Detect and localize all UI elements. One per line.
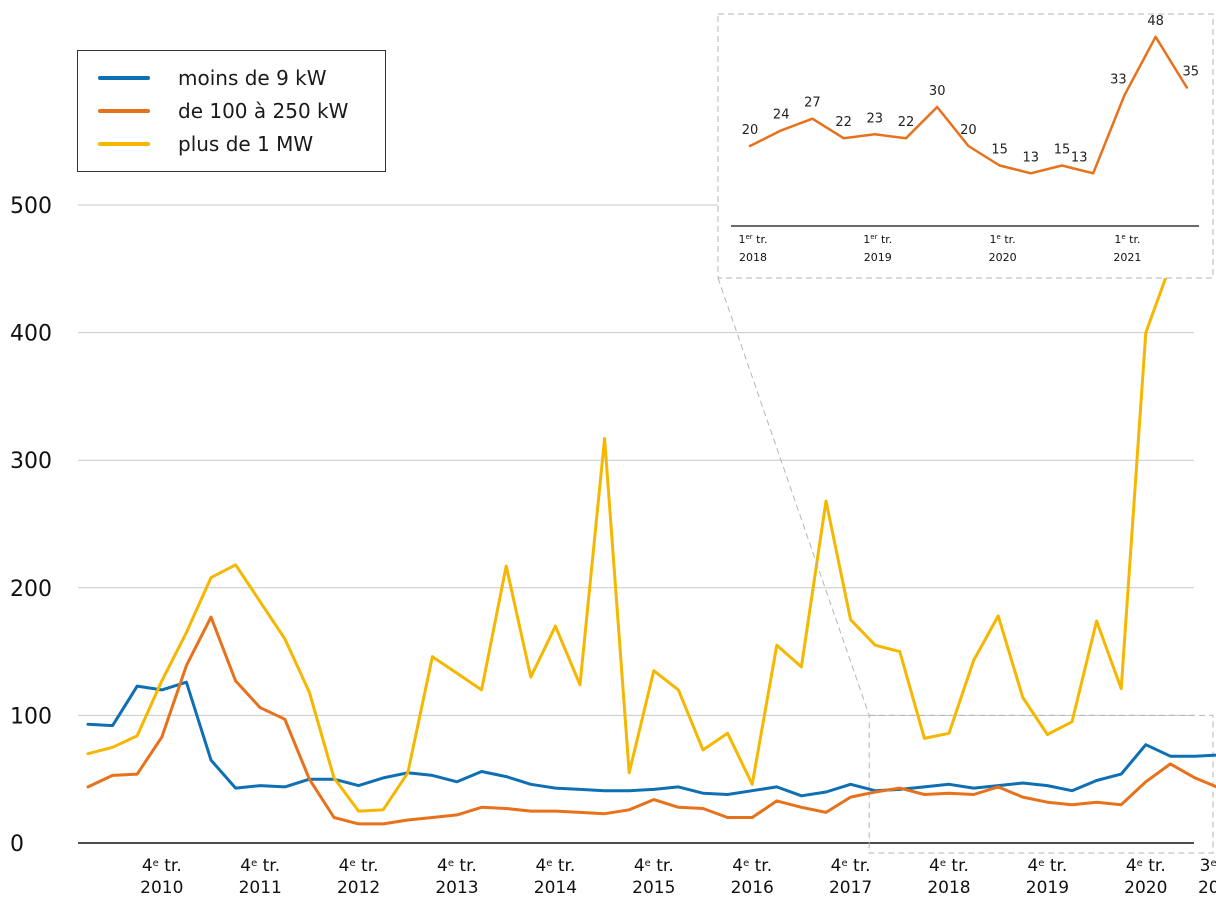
x-tick-label-year: 2011 bbox=[239, 878, 282, 898]
inset-data-label: 13 bbox=[1071, 150, 1088, 165]
x-tick-label: 4e tr. bbox=[240, 856, 280, 876]
inset-data-label: 15 bbox=[1054, 143, 1071, 158]
x-tick-label-year: 2017 bbox=[829, 878, 872, 898]
x-tick-label-year: 2010 bbox=[140, 878, 183, 898]
inset-data-label: 20 bbox=[742, 123, 759, 138]
x-tick-label: 4e tr. bbox=[142, 856, 182, 876]
x-tick-label: 4e tr. bbox=[732, 856, 772, 876]
series-line-0 bbox=[86, 680, 1216, 798]
inset-frame bbox=[717, 13, 1214, 279]
zoom-connector bbox=[717, 277, 870, 716]
inset-data-label: 15 bbox=[991, 143, 1008, 158]
series-line-2 bbox=[86, 263, 1172, 813]
x-tick-label: 4e tr. bbox=[437, 856, 477, 876]
y-tick-label: 500 bbox=[10, 194, 52, 219]
legend-item-large: plus de 1 MW bbox=[98, 129, 313, 159]
x-tick-label: 4e tr. bbox=[929, 856, 969, 876]
y-tick-label: 100 bbox=[10, 704, 52, 729]
x-tick-label-year: 2016 bbox=[731, 878, 774, 898]
inset-x-tick-label-year: 2019 bbox=[864, 251, 892, 264]
x-tick-label-year: 2021 bbox=[1198, 878, 1216, 898]
legend-item-small: moins de 9 kW bbox=[98, 63, 327, 93]
x-tick-label-year: 2020 bbox=[1124, 878, 1167, 898]
inset-data-label: 24 bbox=[773, 107, 790, 122]
x-tick-label: 4e tr. bbox=[535, 856, 575, 876]
inset-x-tick-label-year: 2018 bbox=[739, 251, 767, 264]
x-tick-label-year: 2012 bbox=[337, 878, 380, 898]
x-tick-label: 3e tr. bbox=[1200, 856, 1216, 876]
x-tick-label-year: 2019 bbox=[1026, 878, 1069, 898]
inset-data-label: 22 bbox=[835, 115, 852, 130]
legend-label: moins de 9 kW bbox=[178, 66, 327, 90]
legend: moins de 9 kW de 100 à 250 kW plus de 1 … bbox=[77, 50, 386, 172]
x-tick-label-year: 2013 bbox=[435, 878, 478, 898]
y-tick-label: 200 bbox=[10, 577, 52, 602]
legend-swatch-blue bbox=[98, 76, 150, 80]
x-tick-label: 4e tr. bbox=[634, 856, 674, 876]
x-tick-label: 4e tr. bbox=[339, 856, 379, 876]
inset-series-line bbox=[748, 35, 1189, 175]
x-tick-label-year: 2018 bbox=[927, 878, 970, 898]
series-line-1 bbox=[86, 615, 1216, 826]
inset-x-tick-label: 1er tr. bbox=[738, 233, 767, 246]
inset-x-tick-label-year: 2021 bbox=[1113, 251, 1141, 264]
y-tick-label: 400 bbox=[10, 322, 52, 347]
inset-data-label: 13 bbox=[1023, 150, 1040, 165]
x-tick-label-year: 2014 bbox=[534, 878, 577, 898]
inset-data-label: 20 bbox=[960, 123, 977, 138]
inset-x-tick-label: 1e tr. bbox=[1114, 233, 1140, 246]
legend-swatch-yellow bbox=[98, 142, 150, 146]
inset-data-label: 30 bbox=[929, 84, 946, 99]
inset-x-tick-label: 1e tr. bbox=[990, 233, 1016, 246]
y-tick-label: 0 bbox=[10, 832, 24, 857]
legend-item-medium: de 100 à 250 kW bbox=[98, 96, 348, 126]
inset-data-label: 33 bbox=[1110, 72, 1127, 87]
inset-x-tick-label: 1er tr. bbox=[863, 233, 892, 246]
legend-swatch-orange bbox=[98, 109, 150, 113]
y-tick-label: 300 bbox=[10, 449, 52, 474]
inset-x-tick-label-year: 2020 bbox=[989, 251, 1017, 264]
legend-label: plus de 1 MW bbox=[178, 132, 314, 156]
inset-data-label: 48 bbox=[1147, 14, 1164, 29]
inset-data-label: 22 bbox=[898, 115, 915, 130]
x-tick-label: 4e tr. bbox=[1027, 856, 1067, 876]
inset-data-label: 35 bbox=[1183, 65, 1200, 80]
x-tick-label: 4e tr. bbox=[1126, 856, 1166, 876]
x-tick-label: 4e tr. bbox=[831, 856, 871, 876]
inset-data-label: 27 bbox=[804, 96, 821, 111]
x-tick-label-year: 2015 bbox=[632, 878, 675, 898]
inset-data-label: 23 bbox=[867, 111, 884, 126]
legend-label: de 100 à 250 kW bbox=[178, 99, 349, 123]
